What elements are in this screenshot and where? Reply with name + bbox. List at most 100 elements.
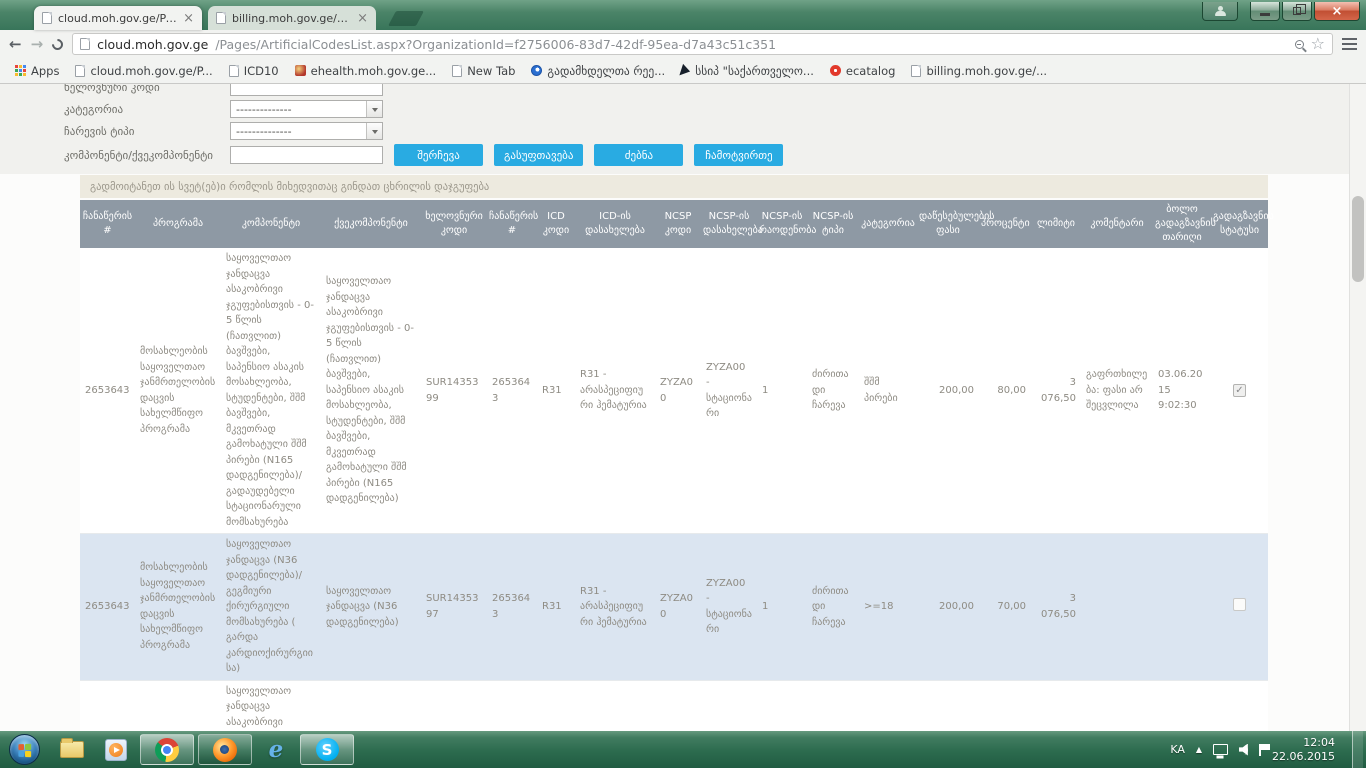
forward-button[interactable]: → <box>30 34 44 53</box>
column-header[interactable]: პროცენტი <box>979 200 1031 248</box>
chrome-menu-button[interactable] <box>1342 37 1357 51</box>
windows-taskbar: e S KA ▲ 12:04 22.06.2015 <box>0 731 1366 768</box>
language-indicator[interactable]: KA <box>1170 743 1185 756</box>
taskbar-chrome[interactable] <box>140 734 194 765</box>
taskbar-media-player[interactable] <box>94 734 138 765</box>
sent-status-checkbox[interactable]: ✓ <box>1233 597 1246 611</box>
close-icon: × <box>1331 3 1343 19</box>
minimize-button[interactable] <box>1250 2 1280 21</box>
column-header[interactable]: ლიმიტი <box>1031 200 1081 248</box>
cell: SUR1435399 <box>421 248 487 534</box>
column-header[interactable]: პროგრამა <box>135 200 221 248</box>
windows-logo-icon <box>18 743 32 758</box>
cell: R31 <box>537 680 575 731</box>
person-icon <box>1214 5 1226 17</box>
column-header[interactable]: NCSP-ის ტიპი <box>807 200 859 248</box>
close-button[interactable]: × <box>1314 2 1360 21</box>
tab-billing-moh[interactable]: billing.moh.gov.ge/Pages/ × <box>208 6 376 30</box>
search-button[interactable]: ძებნა <box>594 144 684 166</box>
artificial-code-input[interactable] <box>230 84 383 96</box>
cell: მოსახლეობის საყოველთაო ჯანმრთელობის დაცვ… <box>135 533 221 681</box>
column-header[interactable]: ICD-ის დასახელება <box>575 200 655 248</box>
apps-shortcut[interactable]: Apps <box>8 62 66 80</box>
reload-button[interactable] <box>49 36 66 52</box>
cell: 2653643 <box>487 680 537 731</box>
column-header[interactable]: NCSP-ის დასახელება <box>701 200 763 248</box>
column-header[interactable]: NCSP კოდი <box>655 200 701 248</box>
zoom-indicator-icon[interactable] <box>1294 39 1304 49</box>
taskbar-firefox[interactable] <box>198 734 252 765</box>
taskbar-explorer[interactable] <box>50 734 94 765</box>
tab-title: cloud.moh.gov.ge/Pages/ <box>58 11 177 25</box>
tab-cloud-moh[interactable]: cloud.moh.gov.ge/Pages/ × <box>34 6 202 30</box>
clear-button[interactable]: გასუფთავება <box>494 144 584 166</box>
component-label: კომპონენტი/ქვეკომპონენტი <box>64 148 213 162</box>
window-controls: × <box>1248 2 1360 21</box>
start-button[interactable] <box>9 734 40 765</box>
bookmark-billing-moh[interactable]: billing.moh.gov.ge/... <box>904 62 1054 80</box>
network-icon[interactable] <box>1213 744 1229 758</box>
table-row[interactable]: 2653643 მოსახლეობის საყოველთაო ჯანმრთელო… <box>80 680 1268 731</box>
cell: ZYZA00 <box>655 533 701 681</box>
bookmark-new-tab[interactable]: New Tab <box>445 62 522 80</box>
show-desktop-button[interactable] <box>1352 731 1363 768</box>
column-header[interactable]: ბოლო გადაგზავნის თარიღი <box>1153 200 1216 248</box>
component-input[interactable] <box>230 146 383 164</box>
download-button[interactable]: ჩამოტვირთე <box>694 144 784 166</box>
bookmark-ssip[interactable]: სსიპ "საქართველო... <box>674 62 821 80</box>
taskbar-internet-explorer[interactable]: e <box>254 734 298 765</box>
column-header[interactable]: ქვეკომპონენტი <box>321 200 421 248</box>
category-select[interactable]: -------------- <box>230 100 383 118</box>
bookmark-ehealth[interactable]: ehealth.moh.gov.ge... <box>288 62 444 80</box>
bookmark-star-icon[interactable]: ☆ <box>1310 34 1325 53</box>
chevron-down-icon[interactable] <box>366 101 382 117</box>
table-row[interactable]: 2653643 მოსახლეობის საყოველთაო ჯანმრთელო… <box>80 533 1268 681</box>
clock-time: 12:04 <box>1303 735 1335 749</box>
cell: ZYZA00 - სტაციონარი <box>701 533 757 681</box>
scrollbar-thumb[interactable] <box>1352 196 1364 282</box>
select-button[interactable]: შერჩევა <box>394 144 483 166</box>
column-header[interactable]: დაწესებულების ფასი <box>917 200 995 248</box>
profile-button[interactable] <box>1202 2 1238 21</box>
new-tab-button[interactable] <box>388 11 424 26</box>
vertical-scrollbar[interactable] <box>1349 84 1366 731</box>
tab-close-icon[interactable]: × <box>357 10 368 26</box>
cell: 3 076,50 <box>1031 533 1081 681</box>
taskbar-skype[interactable]: S <box>300 734 354 765</box>
bookmark-ecatalog[interactable]: ecatalog <box>823 62 903 80</box>
bookmark-cloud-moh[interactable]: cloud.moh.gov.ge/P... <box>68 62 219 80</box>
column-header[interactable]: NCSP-ის რაოდენობა <box>757 200 817 248</box>
column-header[interactable]: გადაგზავნის სტატუსი <box>1211 200 1274 248</box>
bookmark-label: billing.moh.gov.ge/... <box>926 63 1048 78</box>
volume-button[interactable] <box>1239 743 1249 756</box>
bookmark-label: New Tab <box>467 63 516 78</box>
tray-clock[interactable]: 12:04 22.06.2015 <box>1272 736 1335 764</box>
bookmarks-bar: Apps cloud.moh.gov.ge/P... ICD10 ehealth… <box>0 58 1366 84</box>
maximize-button[interactable] <box>1282 2 1312 21</box>
intervention-type-select[interactable]: -------------- <box>230 122 383 140</box>
filter-form: ხელოვნური კოდი კატეგორია -------------- … <box>64 84 1366 166</box>
intervention-type-select-value: -------------- <box>236 124 292 138</box>
cell: 80,00 <box>979 248 1031 534</box>
column-header[interactable]: ხელოვნური კოდი <box>421 200 487 248</box>
bookmark-icd10[interactable]: ICD10 <box>222 62 286 80</box>
cell: 1 <box>757 680 807 731</box>
column-header[interactable]: კომენტარი <box>1081 200 1153 248</box>
column-header[interactable]: ჩანაწერის # <box>80 200 135 248</box>
tab-close-icon[interactable]: × <box>183 10 194 26</box>
column-header[interactable]: კომპონენტი <box>221 200 321 248</box>
address-bar[interactable]: cloud.moh.gov.ge /Pages/ArtificialCodesL… <box>72 33 1333 55</box>
chevron-down-icon[interactable] <box>366 123 382 139</box>
back-button[interactable]: ← <box>9 34 22 53</box>
action-center-flag-icon[interactable] <box>1259 743 1271 756</box>
sent-status-checkbox[interactable]: ✓ <box>1233 383 1246 397</box>
cell: R31 - არასპეციფიური ჰემატურია <box>575 248 655 534</box>
cell: მოსახლეობის საყოველთაო ჯანმრთელობის დაცვ… <box>135 248 221 534</box>
column-header[interactable]: ჩანაწერის # <box>487 200 538 248</box>
bookmark-payers-registry[interactable]: გადამხდელთა რეე... <box>524 62 672 80</box>
table-row[interactable]: 2653643 მოსახლეობის საყოველთაო ჯანმრთელო… <box>80 248 1268 534</box>
column-header[interactable]: კატეგორია <box>859 200 917 248</box>
hidden-icons-button[interactable]: ▲ <box>1195 745 1203 754</box>
column-header[interactable]: ICD კოდი <box>537 200 575 248</box>
document-icon <box>75 64 86 77</box>
